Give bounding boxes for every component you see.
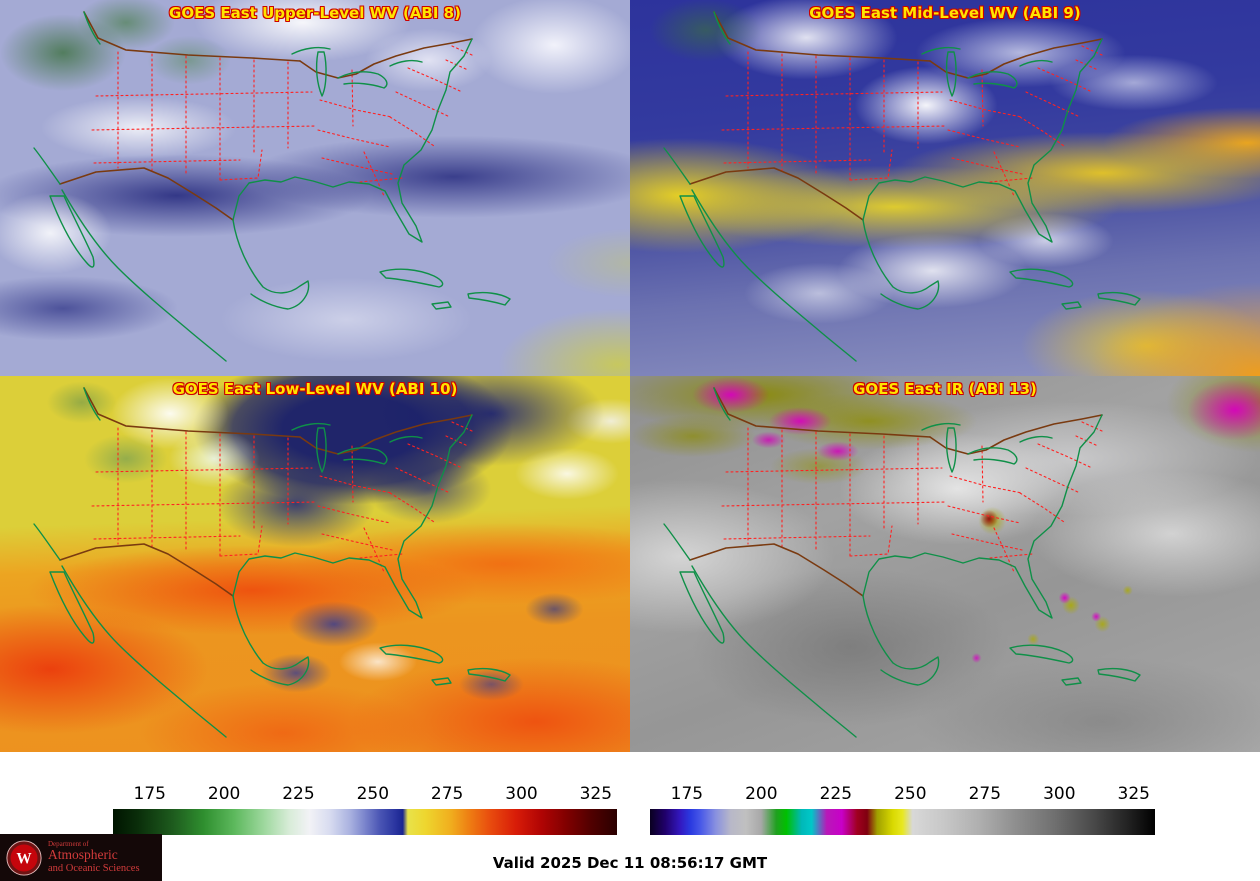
tick-label: 275 bbox=[968, 784, 1002, 804]
panel-upper-level-wv: GOES East Upper-Level WV (ABI 8) bbox=[0, 0, 630, 376]
tick-label: 175 bbox=[133, 784, 167, 804]
tick-label: 300 bbox=[1043, 784, 1076, 804]
basemap-overlay bbox=[663, 11, 1141, 362]
panel-title-low-level-wv: GOES East Low-Level WV (ABI 10) bbox=[172, 380, 458, 398]
logo-text: Department of Atmospheric and Oceanic Sc… bbox=[48, 839, 140, 874]
ir-colorbar-ticks: 175 200 225 250 275 300 325 bbox=[650, 784, 1155, 806]
tick-label: 225 bbox=[282, 784, 315, 804]
panel-grid: GOES East Upper-Level WV (ABI 8) GOES Ea… bbox=[0, 0, 1260, 752]
tick-label: 275 bbox=[430, 784, 464, 804]
tick-label: 250 bbox=[356, 784, 390, 804]
ir-colorbar: 175 200 225 250 275 300 325 bbox=[650, 784, 1155, 835]
basemap-overlay bbox=[33, 387, 511, 738]
uw-crest-letter: W bbox=[16, 850, 32, 867]
uw-crest-icon: W bbox=[6, 839, 42, 877]
tick-label: 200 bbox=[207, 784, 241, 804]
valid-time-label: Valid 2025 Dec 11 08:56:17 GMT bbox=[492, 854, 768, 872]
wv-colorbar-gradient bbox=[113, 809, 617, 835]
panel-ir: GOES East IR (ABI 13) bbox=[630, 376, 1260, 752]
panel-mid-level-wv: GOES East Mid-Level WV (ABI 9) bbox=[630, 0, 1260, 376]
panel-low-level-wv: GOES East Low-Level WV (ABI 10) bbox=[0, 376, 630, 752]
logo-line-department: Department of bbox=[48, 839, 89, 848]
logo-line-oceanic: and Oceanic Sciences bbox=[48, 862, 140, 874]
wv-colorbar: 175 200 225 250 275 300 325 bbox=[113, 784, 617, 835]
uw-aos-logo: W Department of Atmospheric and Oceanic … bbox=[0, 834, 162, 881]
tick-label: 200 bbox=[745, 784, 778, 804]
ir-colorbar-gradient bbox=[650, 809, 1155, 835]
basemap-overlay bbox=[33, 11, 511, 362]
tick-label: 300 bbox=[505, 784, 538, 804]
tick-label: 325 bbox=[579, 784, 613, 804]
wv-colorbar-ticks: 175 200 225 250 275 300 325 bbox=[113, 784, 617, 806]
panel-title-ir: GOES East IR (ABI 13) bbox=[853, 380, 1037, 398]
panel-title-upper-level-wv: GOES East Upper-Level WV (ABI 8) bbox=[169, 4, 461, 22]
tick-label: 250 bbox=[894, 784, 927, 804]
tick-label: 225 bbox=[819, 784, 853, 804]
logo-line-atmospheric: Atmospheric bbox=[48, 847, 118, 863]
basemap-overlay bbox=[663, 387, 1141, 738]
tick-label: 325 bbox=[1117, 784, 1151, 804]
colorbar-row: 175 200 225 250 275 300 325 175 200 225 … bbox=[0, 752, 1260, 838]
tick-label: 175 bbox=[670, 784, 704, 804]
panel-title-mid-level-wv: GOES East Mid-Level WV (ABI 9) bbox=[809, 4, 1081, 22]
